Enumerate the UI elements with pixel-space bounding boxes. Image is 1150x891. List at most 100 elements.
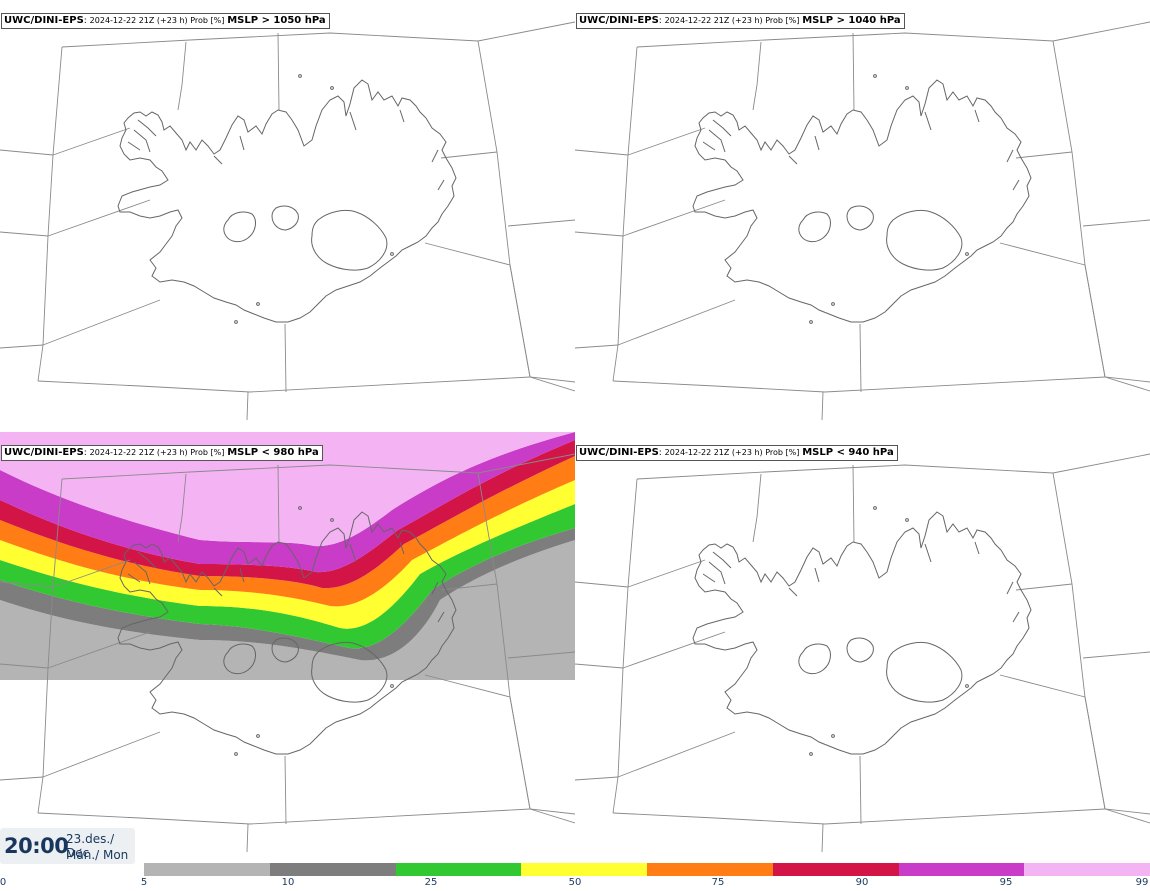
graticule-line [0, 581, 54, 588]
colorbar-tick-label: 10 [281, 877, 295, 888]
graticule [575, 21, 1150, 421]
colorbar-segment-90 [772, 863, 899, 876]
graticule [0, 21, 575, 421]
graticule-line [636, 32, 1054, 48]
glacier-outline [798, 211, 831, 243]
graticule-line [1104, 376, 1150, 392]
glacier-outline [311, 641, 388, 703]
fjord-line [127, 141, 141, 151]
panel-title: UWC/DINI-EPS: 2024-12-22 21Z (+23 h) Pro… [1, 13, 330, 29]
glacier-outline [223, 211, 256, 243]
graticule-line [509, 264, 575, 383]
coastline [117, 74, 457, 324]
probability-band-25 [0, 504, 575, 649]
fjord-line [712, 551, 732, 569]
fjord-line [1012, 611, 1020, 623]
graticule-line [47, 631, 151, 669]
graticule-line [61, 464, 479, 480]
graticule-line [1015, 583, 1073, 591]
graticule-line [636, 464, 1054, 480]
graticule-line [177, 41, 187, 111]
probability-band-50 [0, 480, 575, 629]
colorbar-tick-label: 99 [1135, 877, 1149, 888]
coastline [117, 506, 457, 756]
fjord-line [974, 109, 980, 123]
valid-time-box: 20:00 23.des./ Dec Mán./ Mon [0, 828, 135, 864]
fjord-line [708, 129, 726, 153]
coastline [692, 506, 1032, 756]
map-panel-2: UWC/DINI-EPS: 2024-12-22 21Z (+23 h) Pro… [575, 0, 1150, 432]
graticule-line [622, 199, 726, 237]
island-dot [234, 752, 238, 756]
fjord-line [1012, 179, 1020, 191]
graticule-line [821, 823, 824, 853]
glacier-outline [271, 205, 299, 231]
graticule-line [424, 674, 511, 698]
graticule-line [1052, 453, 1150, 474]
probability-band-75 [0, 456, 575, 607]
valid-time: 20:00 [4, 834, 69, 858]
graticule-line [52, 127, 131, 156]
graticule-line [37, 808, 531, 825]
colorbar-segment-50 [521, 863, 647, 876]
colorbar [144, 863, 1150, 876]
graticule-line [575, 344, 619, 349]
island-dot [298, 74, 302, 78]
island-dot [809, 320, 813, 324]
graticule-line [1084, 264, 1150, 383]
graticule-line [0, 344, 44, 349]
graticule-line [37, 376, 531, 393]
fjord-line [814, 567, 820, 583]
graticule-line [575, 149, 629, 156]
fjord-line [137, 551, 157, 569]
graticule-line [612, 376, 1106, 393]
graticule-line [42, 731, 161, 778]
graticule-line [0, 776, 44, 781]
graticule-line [0, 149, 54, 156]
graticule-line [277, 464, 280, 543]
graticule-line [477, 453, 575, 474]
graticule-line [477, 21, 575, 42]
colorbar-tick-label: 5 [140, 877, 148, 888]
glacier-outline [886, 641, 963, 703]
graticule-line [0, 663, 49, 669]
graticule-line [999, 674, 1086, 698]
graticule [575, 453, 1150, 853]
fjord-line [702, 141, 716, 151]
parameter-label: MSLP > 1050 hPa [227, 15, 326, 26]
run-info: 2024-12-22 21Z (+23 h) Prob [%] [664, 448, 800, 457]
graticule-line [859, 323, 862, 393]
graticule-line [617, 299, 736, 346]
probability-band-5 [0, 540, 575, 680]
run-info: 2024-12-22 21Z (+23 h) Prob [%] [664, 16, 800, 25]
iceland-coastline [692, 79, 1032, 323]
fjord-line [133, 129, 151, 153]
glacier-outline [271, 637, 299, 663]
glacier-outline [798, 643, 831, 675]
model-name: UWC/DINI-EPS [579, 447, 659, 458]
fjord-line [137, 119, 157, 137]
fjord-line [814, 135, 820, 151]
graticule-line [612, 808, 1106, 825]
graticule-line [440, 151, 498, 159]
island-dot [873, 506, 877, 510]
island-dot [831, 734, 835, 738]
graticule-line [277, 32, 280, 111]
graticule-line [47, 199, 151, 237]
graticule [0, 453, 575, 853]
fjord-line [712, 119, 732, 137]
island-dot [965, 684, 969, 688]
glacier-outline [886, 209, 963, 271]
island-dot [905, 518, 909, 522]
island-dot [298, 506, 302, 510]
fjord-line [399, 541, 405, 555]
graticule-line [575, 581, 629, 588]
graticule-line [752, 41, 762, 111]
graticule-line [859, 755, 862, 825]
panel-title: UWC/DINI-EPS: 2024-12-22 21Z (+23 h) Pro… [1, 445, 323, 461]
graticule-line [0, 231, 49, 237]
graticule-line [509, 696, 575, 815]
graticule-line [424, 242, 511, 266]
graticule-line [1052, 40, 1106, 378]
graticule-line [575, 231, 624, 237]
